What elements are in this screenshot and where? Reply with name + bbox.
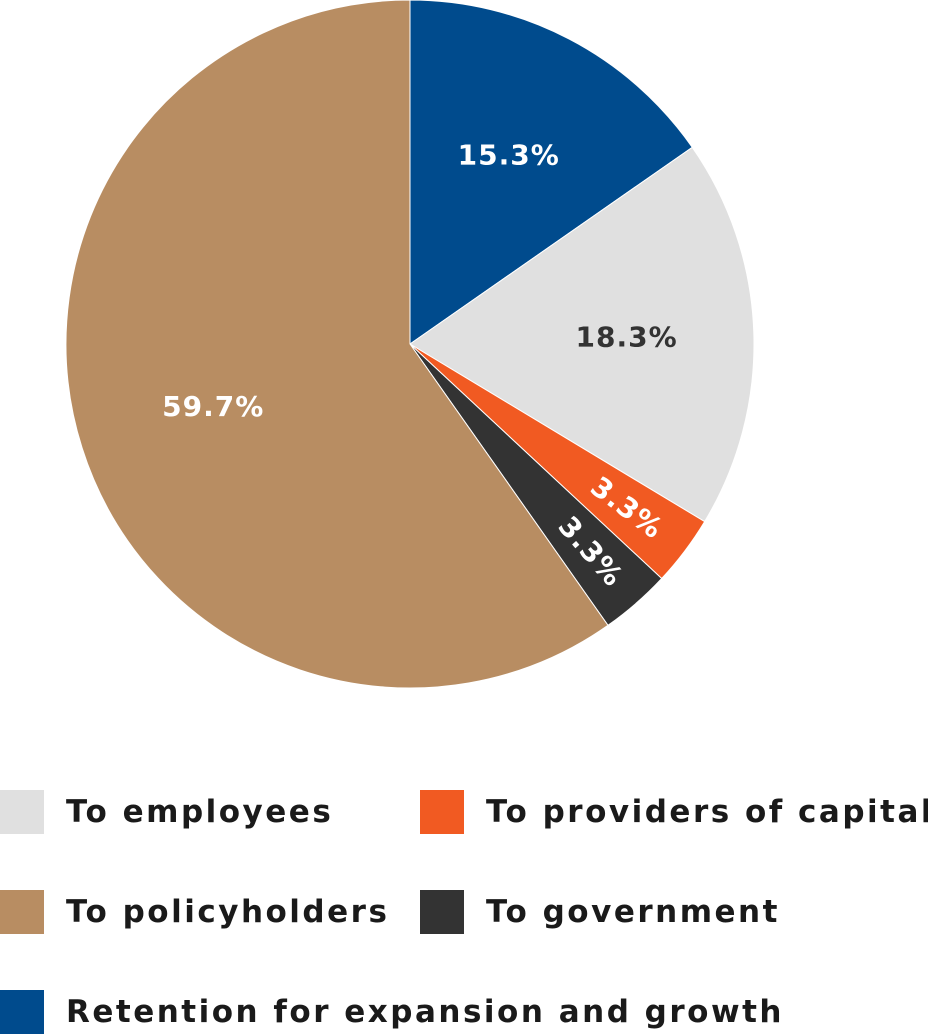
- legend-swatch-government: [420, 890, 464, 934]
- legend-label-retention: Retention for expansion and growth: [66, 994, 784, 1030]
- legend-label-employees: To employees: [66, 794, 334, 830]
- pie-slices: [65, 0, 755, 689]
- pie-slice-to-employees: [409, 146, 755, 523]
- legend-item-government: To government: [420, 890, 780, 934]
- legend-label-providers-of-capital: To providers of capital: [486, 794, 928, 830]
- legend-swatch-employees: [0, 790, 44, 834]
- legend-swatch-providers-of-capital: [420, 790, 464, 834]
- legend-swatch-policyholders: [0, 890, 44, 934]
- pie-label-to-employees: 18.3%: [576, 320, 678, 353]
- pie-label-retention-for-expansion-and-growth: 15.3%: [458, 138, 560, 171]
- pie-label-to-policyholders: 59.7%: [162, 390, 264, 423]
- pie-chart: 15.3%18.3%3.3%3.3%59.7%: [65, 0, 755, 689]
- pie-slice-to-policyholders: [65, 0, 609, 689]
- legend-label-policyholders: To policyholders: [66, 894, 390, 930]
- legend-swatch-retention: [0, 990, 44, 1034]
- legend: To employees To providers of capital To …: [0, 788, 928, 1036]
- legend-label-government: To government: [486, 894, 780, 930]
- legend-item-policyholders: To policyholders: [0, 890, 389, 934]
- legend-item-retention: Retention for expansion and growth: [0, 990, 784, 1034]
- legend-item-providers-of-capital: To providers of capital: [420, 790, 928, 834]
- legend-item-employees: To employees: [0, 790, 333, 834]
- pie-slice-retention-for-expansion-and-growth: [409, 0, 693, 345]
